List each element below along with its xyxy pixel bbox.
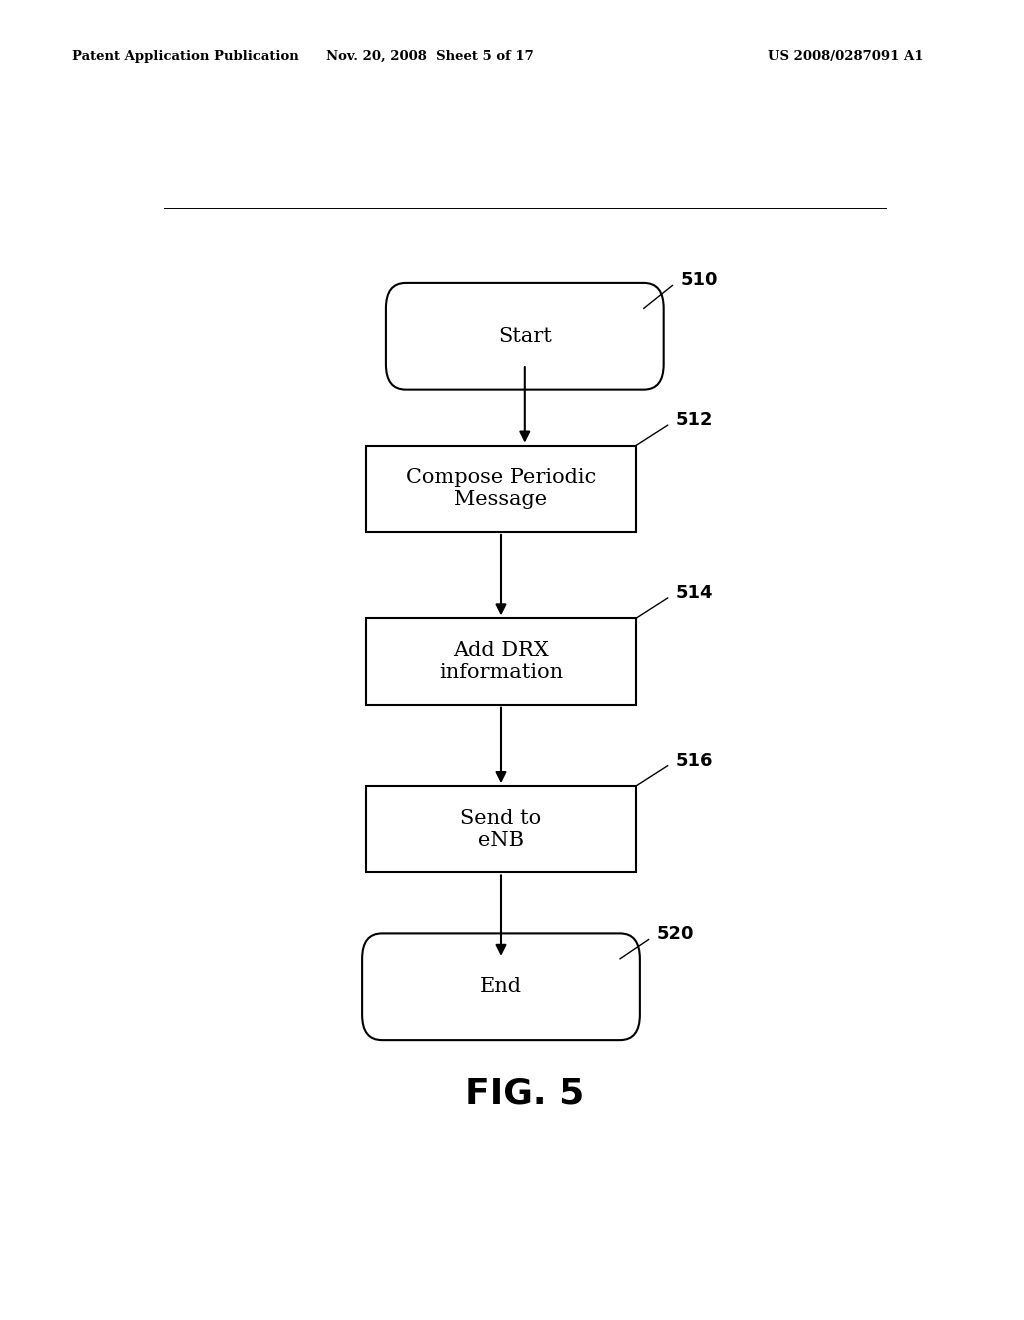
Text: Compose Periodic
Message: Compose Periodic Message [406,469,596,510]
Bar [366,446,636,532]
Bar [366,618,636,705]
Text: End: End [480,977,522,997]
Text: US 2008/0287091 A1: US 2008/0287091 A1 [768,50,924,63]
FancyBboxPatch shape [362,933,640,1040]
Text: 512: 512 [676,411,713,429]
Text: Nov. 20, 2008  Sheet 5 of 17: Nov. 20, 2008 Sheet 5 of 17 [327,50,534,63]
FancyBboxPatch shape [386,282,664,389]
Bar [366,785,636,873]
Text: 516: 516 [676,751,713,770]
Text: Start: Start [498,327,552,346]
Text: Send to
eNB: Send to eNB [461,809,542,850]
Text: FIG. 5: FIG. 5 [465,1077,585,1110]
Text: 514: 514 [676,583,713,602]
Text: 520: 520 [656,925,694,944]
Text: Patent Application Publication: Patent Application Publication [72,50,298,63]
Text: 510: 510 [680,272,718,289]
Text: Add DRX
information: Add DRX information [439,642,563,682]
